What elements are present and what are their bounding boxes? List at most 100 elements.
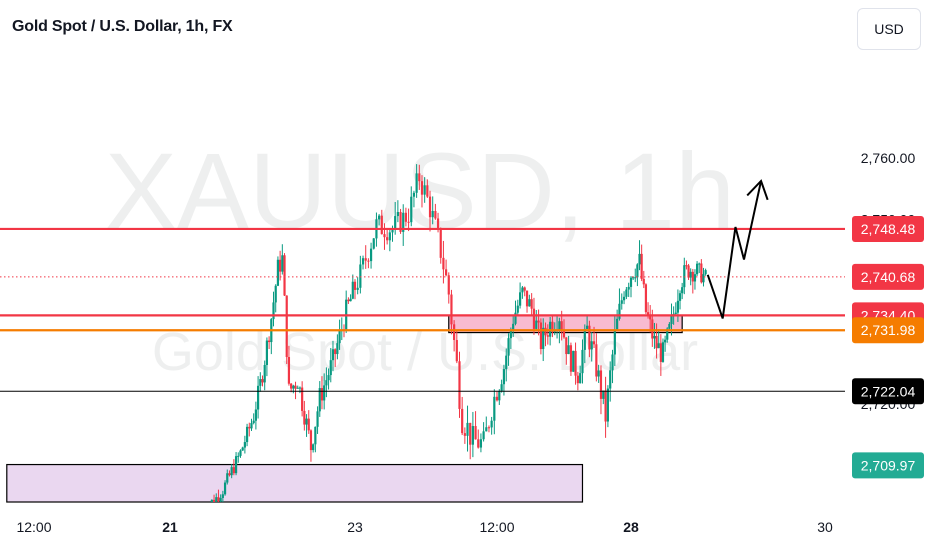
candle: [412, 190, 416, 208]
candle: [294, 381, 297, 400]
candle: [407, 208, 410, 232]
candle: [345, 290, 348, 333]
chart-title: Gold Spot / U.S. Dollar, 1h, FX: [12, 18, 233, 35]
time-axis[interactable]: 12:00 21 23 12:00 28 30: [16, 519, 833, 535]
candle: [514, 300, 517, 326]
zone-1[interactable]: [6, 463, 584, 503]
candle: [250, 418, 253, 431]
candle: [223, 480, 227, 496]
candle: [254, 401, 257, 430]
candle: [516, 299, 519, 316]
candle: [442, 240, 445, 284]
candle: [479, 433, 483, 453]
x-tick-label: 28: [623, 519, 639, 535]
candle: [265, 337, 269, 377]
price-label-text: 2,748.48: [861, 221, 916, 237]
candle: [232, 459, 235, 476]
candle: [653, 322, 656, 349]
candle: [296, 385, 299, 389]
candle: [372, 237, 375, 250]
candle: [597, 364, 600, 383]
candle: [678, 290, 682, 310]
candle: [616, 309, 619, 331]
candle: [676, 289, 680, 322]
candle: [622, 291, 626, 305]
candle: [659, 334, 662, 376]
candle: [627, 282, 630, 297]
candle: [292, 384, 295, 394]
candle: [318, 381, 321, 417]
candle: [434, 203, 437, 220]
candle: [331, 340, 335, 372]
candle: [268, 336, 271, 350]
candle: [347, 297, 350, 304]
candle: [463, 427, 466, 444]
projection-path[interactable]: [706, 180, 763, 319]
candle: [237, 452, 240, 463]
candle: [523, 286, 526, 297]
candle: [606, 385, 609, 428]
candle: [312, 443, 315, 453]
candle: [590, 332, 593, 362]
candle: [544, 322, 547, 347]
candle: [327, 368, 330, 390]
y-tick-label: 2,760.00: [861, 150, 916, 166]
price-label-text: 2,722.04: [861, 383, 916, 399]
candle: [689, 268, 692, 286]
candle: [378, 214, 381, 226]
x-tick-label: 12:00: [16, 519, 51, 535]
candle: [303, 400, 306, 431]
candle: [226, 469, 229, 485]
candle: [599, 365, 603, 415]
candle: [528, 294, 531, 307]
candle: [668, 322, 671, 331]
candle: [234, 452, 238, 476]
currency-button[interactable]: USD: [857, 8, 921, 50]
candle: [642, 270, 645, 289]
candle: [369, 242, 373, 269]
candle: [507, 333, 510, 366]
candle: [248, 422, 251, 437]
candle: [636, 263, 639, 287]
candle: [661, 338, 665, 363]
candle: [230, 464, 233, 479]
candle: [674, 302, 677, 317]
candle: [683, 257, 686, 295]
x-tick-label: 23: [347, 519, 363, 535]
price-label-text: 2,731.98: [861, 322, 916, 338]
candle: [364, 245, 367, 269]
candle: [439, 227, 442, 264]
candle: [657, 329, 660, 349]
price-label-1: 2,740.68: [852, 263, 924, 290]
candle: [565, 337, 568, 365]
projection-arrowhead: [746, 179, 769, 201]
candle: [581, 339, 584, 384]
candle: [325, 367, 328, 398]
candle: [453, 320, 456, 352]
candle: [309, 429, 313, 462]
candle: [212, 494, 216, 502]
candle: [512, 315, 515, 337]
candle: [613, 316, 616, 367]
candle: [380, 209, 383, 235]
candle: [217, 489, 220, 502]
price-label-3: 2,731.98: [852, 317, 924, 344]
candle: [687, 263, 690, 280]
candle: [351, 274, 354, 300]
candle: [519, 282, 522, 309]
candle: [602, 390, 605, 405]
candle: [569, 342, 573, 376]
candle: [423, 177, 426, 203]
candle: [681, 282, 684, 300]
candle: [263, 360, 266, 391]
candle: [428, 190, 432, 232]
candle: [693, 269, 697, 290]
price-label-text: 2,709.97: [861, 457, 916, 473]
candle: [283, 253, 286, 297]
candle: [634, 268, 637, 283]
candle: [521, 285, 524, 299]
candle: [301, 381, 304, 417]
price-labels-layer: 2,748.482,740.682,734.402,731.982,722.04…: [852, 215, 924, 479]
candle: [539, 318, 542, 355]
